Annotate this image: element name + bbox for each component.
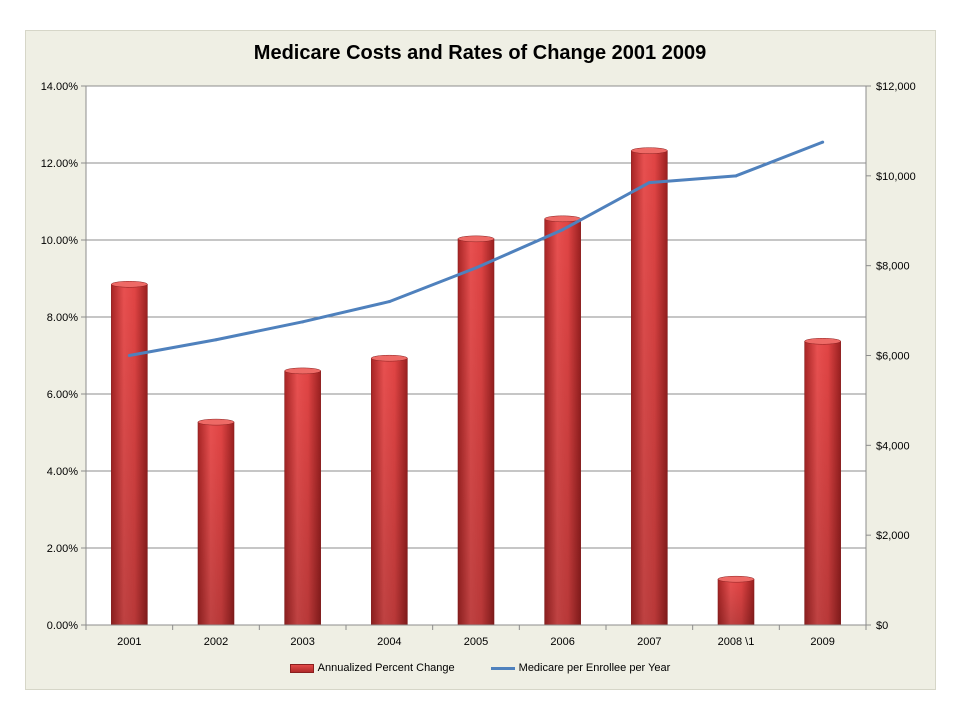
x-tick-label: 2001 [117, 636, 141, 648]
y-left-tick-label: 8.00% [47, 312, 78, 324]
bar-shade [718, 579, 754, 625]
x-tick-label: 2007 [637, 636, 661, 648]
axes: 0.00% 2.00% 4.00% 6.00% 8.00% 10.00% 12.00% 14.… [41, 81, 916, 648]
line-point [647, 181, 651, 185]
bar-top [371, 354, 408, 362]
y-right-tick-label: $10,000 [876, 171, 916, 183]
line-point [387, 300, 391, 304]
legend-label-bars: Annualized Percent Change [317, 662, 455, 674]
line-point [821, 140, 825, 144]
bar-shade [371, 358, 408, 625]
chart-title: Medicare Costs and Rates of Change 2001 … [253, 42, 707, 64]
legend-label-line: Medicare per Enrollee per Year [518, 662, 671, 674]
bar-shade [111, 284, 148, 625]
bar-shade [631, 150, 668, 625]
y-right-tick-label: $6,000 [876, 351, 910, 363]
bar-series [111, 147, 841, 626]
x-tick-label: 2008 \1 [718, 636, 755, 648]
bar-shade [458, 238, 494, 625]
legend: Annualized Percent Change Medicare per E… [0, 662, 960, 674]
line-point [301, 320, 305, 324]
bar-top [197, 418, 235, 426]
line-point [214, 338, 218, 342]
y-left-tick-label: 14.00% [41, 81, 79, 93]
bar-top [284, 367, 321, 375]
line-series [127, 140, 825, 357]
y-left-tick-label: 4.00% [47, 466, 78, 478]
line-point [734, 174, 738, 178]
bar-top [631, 147, 668, 154]
x-tick-label: 2004 [377, 636, 401, 648]
bar-shade [284, 370, 321, 625]
legend-swatch-line [490, 666, 515, 670]
y-right-tick-label: $4,000 [876, 440, 910, 452]
bar-top [111, 281, 148, 288]
x-tick-label: 2005 [464, 636, 488, 648]
y-right-tick-label: $0 [876, 620, 888, 632]
y-left-tick-label: 2.00% [47, 543, 78, 555]
x-tick-label: 2009 [810, 636, 834, 648]
bar-top [544, 215, 581, 223]
x-tick-label: 2006 [550, 636, 574, 648]
y-right-tick-label: $12,000 [876, 81, 916, 93]
bar-top [804, 338, 841, 345]
legend-swatch-bar [289, 663, 314, 673]
y-right-tick-label: $2,000 [876, 530, 910, 542]
y-left-tick-label: 12.00% [41, 158, 79, 170]
bar-shade [544, 218, 581, 625]
y-left-tick-label: 6.00% [47, 389, 78, 401]
bar-shade [804, 341, 841, 625]
bar-top [457, 235, 495, 243]
line-point [127, 354, 131, 357]
legend-item-line: Medicare per Enrollee per Year [490, 662, 671, 674]
x-tick-label: 2002 [204, 636, 228, 648]
x-tick-label: 2003 [290, 636, 314, 648]
y-right-tick-label: $8,000 [876, 261, 910, 273]
y-left-tick-label: 0.00% [47, 620, 78, 632]
line-point [474, 266, 478, 270]
legend-item-bars: Annualized Percent Change [289, 662, 455, 674]
y-left-tick-label: 10.00% [41, 235, 79, 247]
bar-shade [198, 422, 234, 625]
bar-top [717, 575, 755, 583]
line-point [561, 228, 565, 232]
